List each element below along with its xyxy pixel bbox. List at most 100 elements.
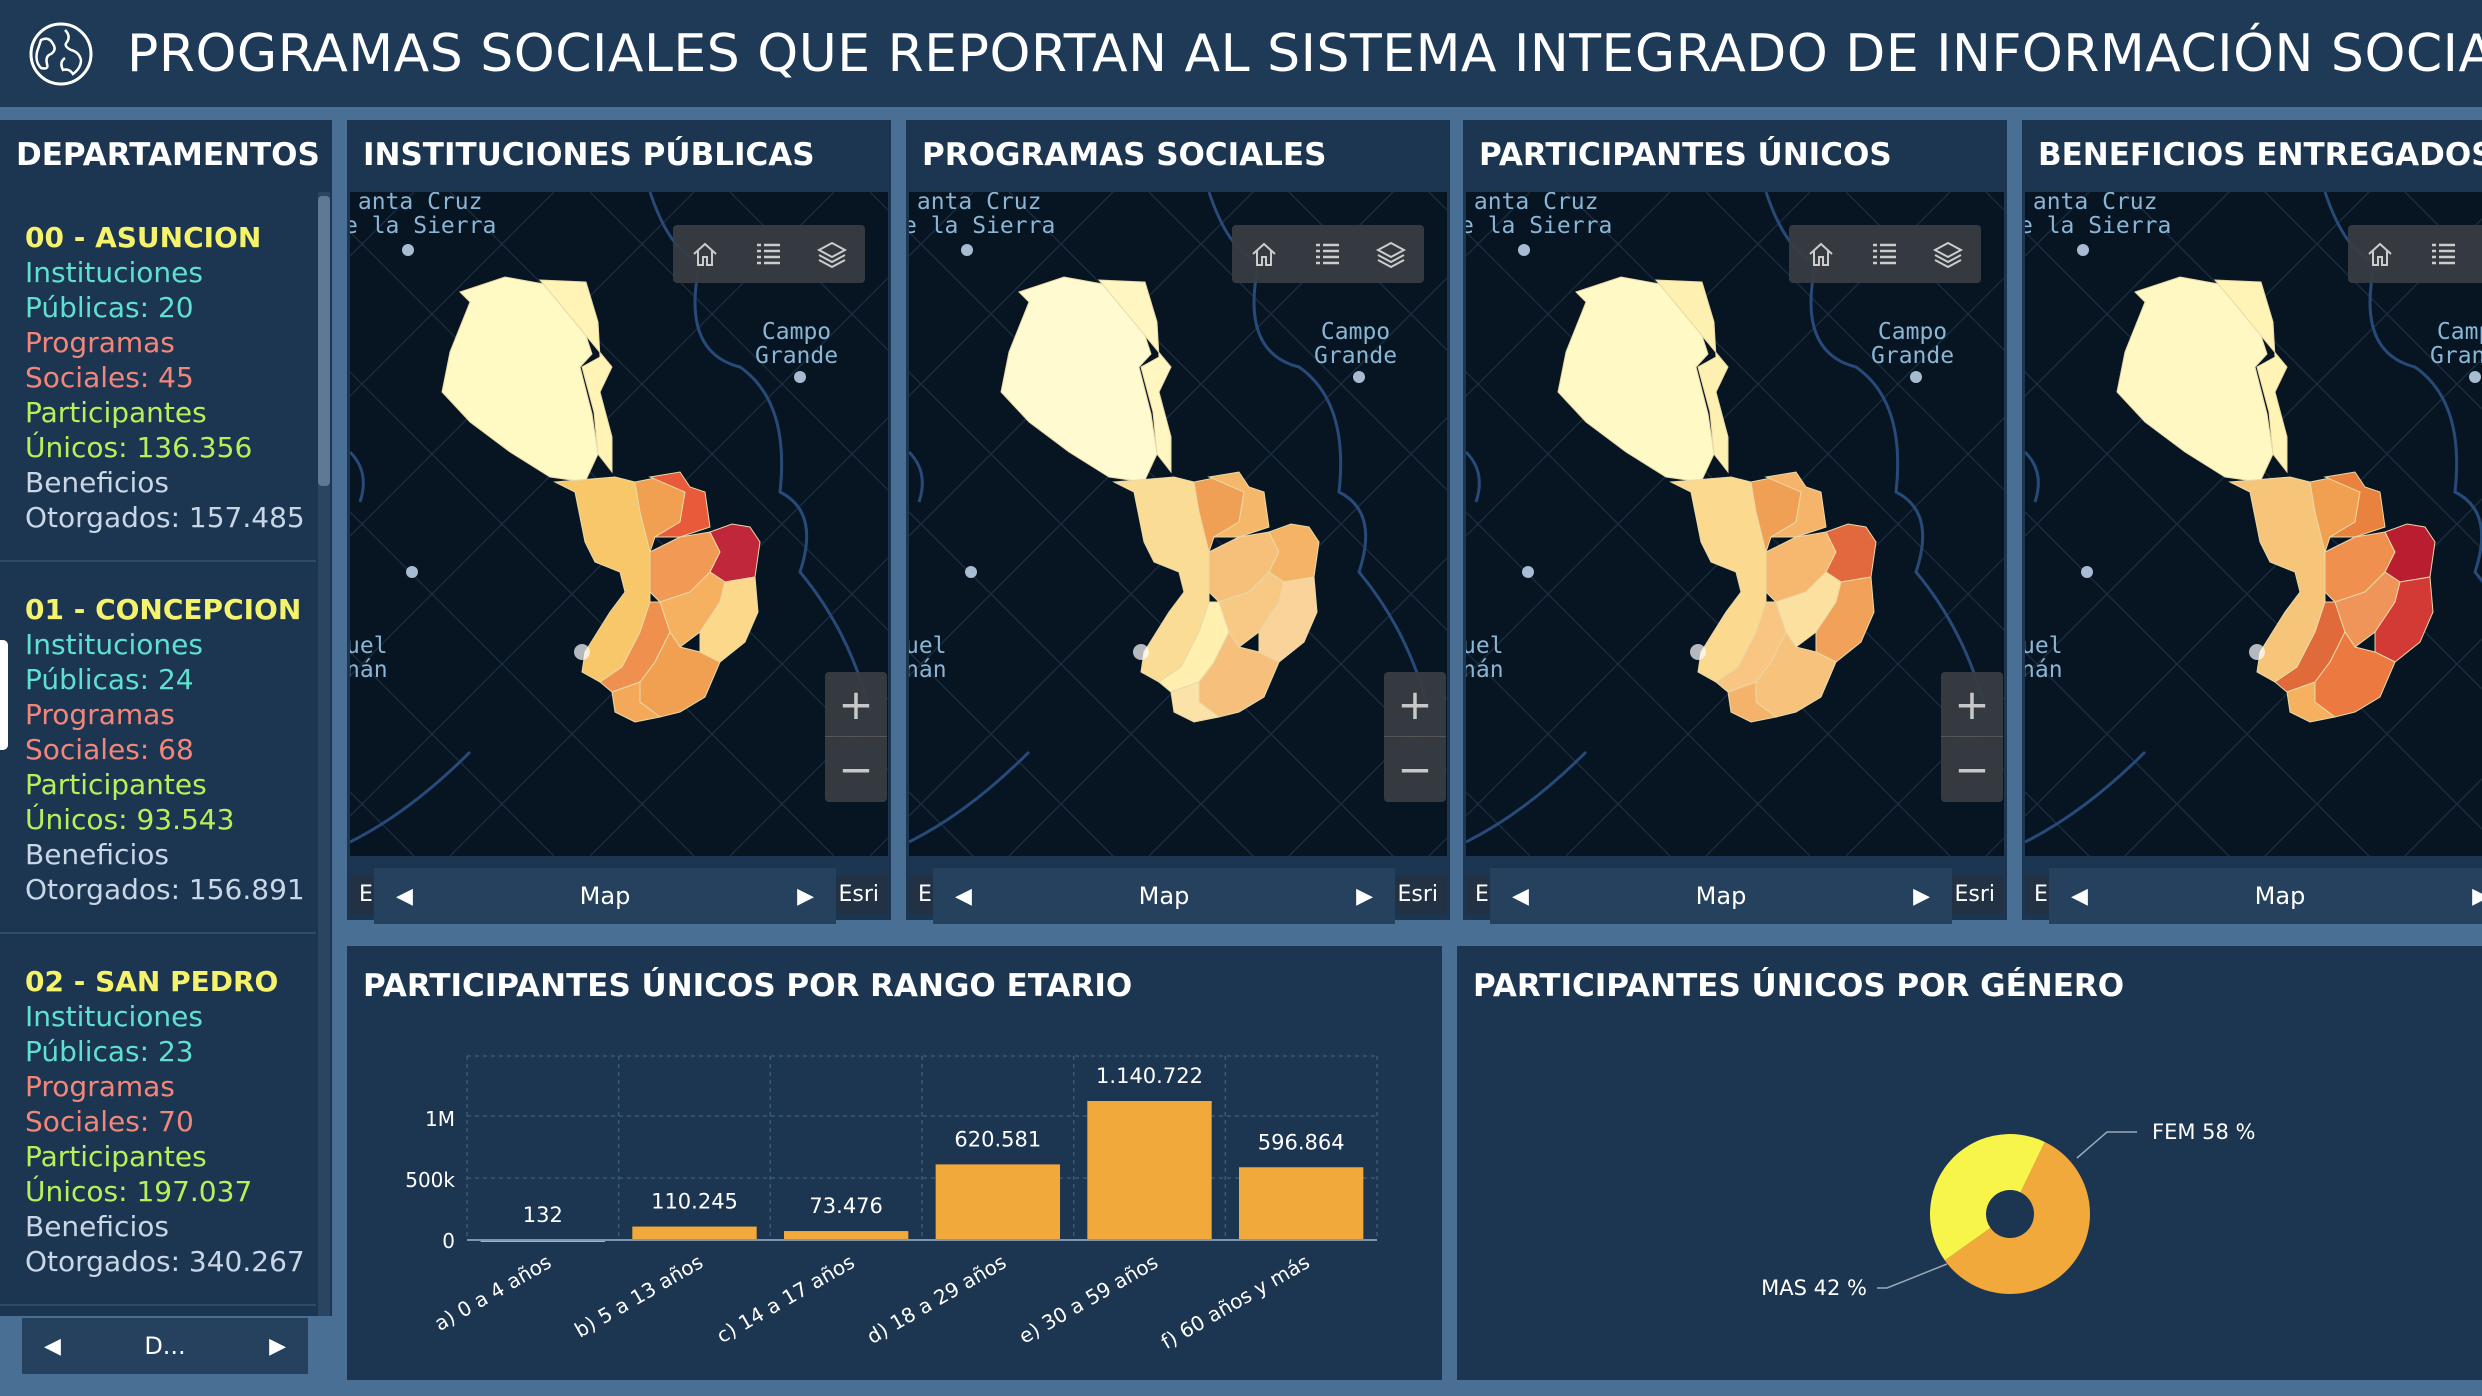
department-region[interactable] [648, 471, 711, 538]
bar[interactable] [935, 1164, 1061, 1240]
map-pager-1: ◀ Map ▶ [374, 868, 836, 924]
previous-arrow-icon[interactable]: ◀ [396, 883, 413, 909]
bar-value-label: 132 [523, 1203, 563, 1227]
departments-list[interactable]: 00 - ASUNCION Instituciones Públicas: 20… [0, 190, 316, 1316]
category-label: e) 30 a 59 años [1015, 1250, 1162, 1349]
zoom-out-button[interactable]: − [1397, 745, 1433, 794]
department-region[interactable] [2286, 681, 2337, 723]
programs-label: Programas [25, 1070, 175, 1103]
map-pager-4: ◀ Map ▶ [2049, 868, 2482, 924]
pager-label[interactable]: Map [2254, 882, 2306, 910]
programs-label: Programas [25, 326, 175, 359]
department-region[interactable] [2213, 279, 2288, 474]
pie-label: FEM 58 % [2152, 1120, 2256, 1144]
home-icon[interactable] [2365, 239, 2395, 269]
bar[interactable] [783, 1231, 909, 1240]
department-region[interactable] [1097, 279, 1172, 474]
map-pager-3: ◀ Map ▶ [1490, 868, 1952, 924]
pager-label[interactable]: D... [144, 1332, 186, 1360]
department-region[interactable] [1207, 471, 1270, 538]
category-label: f) 60 años y más [1157, 1250, 1314, 1354]
next-arrow-icon[interactable]: ▶ [2472, 883, 2482, 909]
zoom-in-button[interactable]: + [1384, 672, 1446, 737]
zoom-in-button[interactable]: + [1941, 672, 2003, 737]
department-region[interactable] [1654, 279, 1729, 474]
map-pager-2: ◀ Map ▶ [933, 868, 1395, 924]
map-place-label: uel nán [909, 633, 947, 683]
city-dot [574, 644, 590, 660]
previous-arrow-icon[interactable]: ◀ [44, 1333, 61, 1359]
age-bar-chart: 0 500k 1M 132 a) 0 a 4 años 110.245 b) 5 a 13 … [405, 1055, 1378, 1354]
globe-icon [29, 22, 93, 85]
institutions-label: Instituciones [25, 1000, 203, 1033]
zoom-in-button[interactable]: + [825, 672, 887, 737]
departments-pager: ◀ D... ▶ [22, 1318, 308, 1374]
next-arrow-icon[interactable]: ▶ [1356, 883, 1373, 909]
participants-value: Únicos: 93.543 [25, 803, 235, 836]
benefits-value: Otorgados: 157.485 [25, 501, 305, 534]
institutions-label: Instituciones [25, 628, 203, 661]
layers-icon[interactable] [1932, 239, 1964, 269]
bar[interactable] [1087, 1101, 1212, 1240]
scrollbar-thumb[interactable] [318, 196, 330, 486]
map-title: INSTITUCIONES PÚBLICAS [363, 137, 815, 173]
y-tick-label: 1M [425, 1107, 455, 1131]
previous-arrow-icon[interactable]: ◀ [1512, 883, 1529, 909]
department-region[interactable] [1764, 471, 1827, 538]
list-item[interactable]: 02 - SAN PEDRO Instituciones Públicas: 2… [0, 934, 316, 1306]
bar-value-label: 1.140.722 [1096, 1064, 1203, 1088]
legend-list-icon[interactable] [1869, 239, 1899, 269]
zoom-out-button[interactable]: − [838, 745, 874, 794]
layers-icon[interactable] [816, 239, 848, 269]
bar[interactable] [632, 1226, 757, 1240]
legend-list-icon[interactable] [1312, 239, 1342, 269]
pie-slice[interactable] [1930, 1134, 2045, 1261]
department-region[interactable] [538, 279, 613, 474]
next-arrow-icon[interactable]: ▶ [1913, 883, 1930, 909]
city-dot [1522, 566, 1534, 578]
map-toolbar [673, 225, 865, 283]
city-dot [1690, 644, 1706, 660]
department-region[interactable] [611, 681, 662, 723]
home-icon[interactable] [1806, 239, 1836, 269]
bar-value-label: 73.476 [809, 1194, 882, 1218]
next-arrow-icon[interactable]: ▶ [797, 883, 814, 909]
map-title: PARTICIPANTES ÚNICOS [1479, 137, 1892, 173]
map-panel-2: PROGRAMAS SOCIALES anta Cruz e la Sierra … [906, 120, 1450, 920]
side-tab[interactable] [0, 640, 8, 750]
pager-label[interactable]: Map [579, 882, 631, 910]
previous-arrow-icon[interactable]: ◀ [955, 883, 972, 909]
legend-list-icon[interactable] [753, 239, 783, 269]
pager-label[interactable]: Map [1695, 882, 1747, 910]
list-item[interactable]: 01 - CONCEPCION Instituciones Públicas: … [0, 562, 316, 934]
next-arrow-icon[interactable]: ▶ [269, 1333, 286, 1359]
layers-icon[interactable] [1375, 239, 1407, 269]
benefits-value: Otorgados: 156.891 [25, 873, 305, 906]
pie-slice[interactable] [1944, 1141, 2090, 1294]
pager-label[interactable]: Map [1138, 882, 1190, 910]
paraguay-map [909, 192, 1447, 856]
previous-arrow-icon[interactable]: ◀ [2071, 883, 2088, 909]
bar-value-label: 110.245 [651, 1190, 738, 1214]
department-region[interactable] [1727, 681, 1778, 723]
home-icon[interactable] [690, 239, 720, 269]
bar[interactable] [1238, 1167, 1364, 1240]
department-region[interactable] [1170, 681, 1221, 723]
institutions-value: Públicas: 23 [25, 1035, 194, 1068]
city-dot [402, 244, 414, 256]
legend-list-icon[interactable] [2428, 239, 2458, 269]
map-place-label: anta Cruz e la Sierra [909, 192, 1056, 239]
benefits-label: Beneficios [25, 1210, 169, 1243]
home-icon[interactable] [1249, 239, 1279, 269]
department-region[interactable] [2323, 471, 2386, 538]
list-item[interactable]: 00 - ASUNCION Instituciones Públicas: 20… [0, 190, 316, 562]
participants-value: Únicos: 136.356 [25, 431, 253, 464]
zoom-out-button[interactable]: − [1954, 745, 1990, 794]
map-title: PROGRAMAS SOCIALES [922, 137, 1327, 173]
